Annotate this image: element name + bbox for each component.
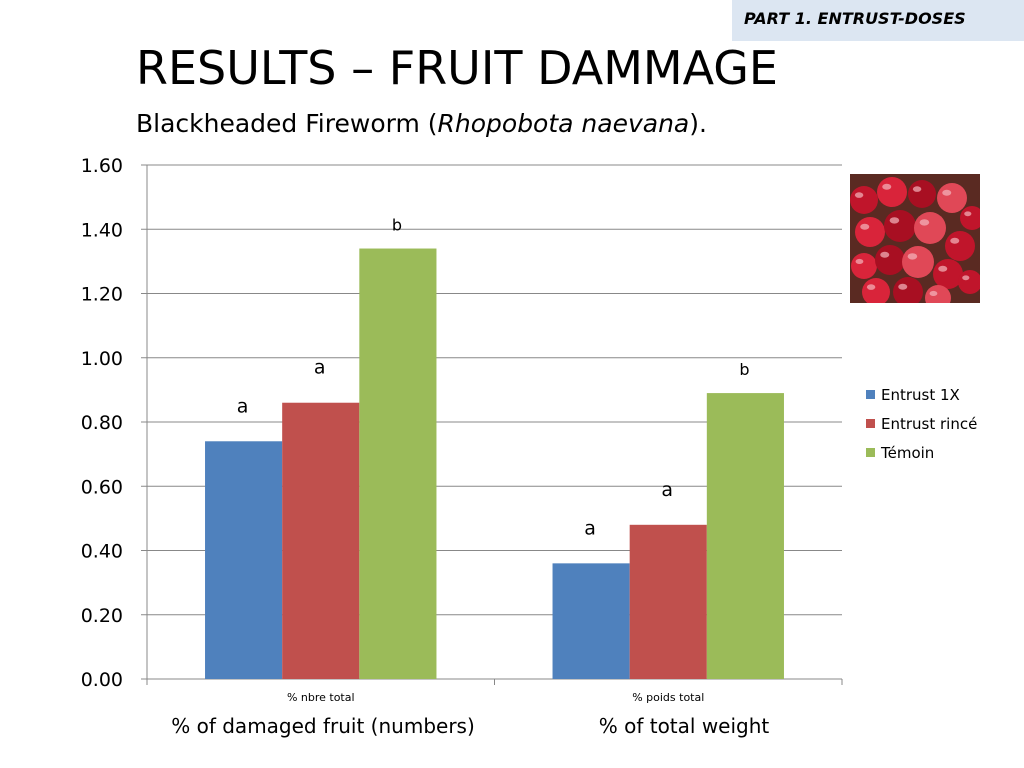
legend-swatch bbox=[866, 419, 875, 428]
cranberry-highlight bbox=[964, 211, 972, 217]
cranberry bbox=[945, 231, 975, 261]
subtitle-species: Rhopobota naevana bbox=[437, 109, 690, 138]
cranberry bbox=[960, 206, 980, 230]
bar bbox=[706, 393, 784, 679]
cranberry-highlight bbox=[882, 183, 892, 190]
y-tick-label: 1.40 bbox=[81, 219, 123, 241]
bar bbox=[282, 402, 360, 679]
y-tick-label: 1.20 bbox=[81, 284, 123, 306]
data-label: b bbox=[392, 216, 402, 235]
cranberry bbox=[875, 245, 905, 275]
legend-item: Entrust 1X bbox=[866, 380, 977, 409]
cranberry bbox=[851, 253, 877, 279]
data-label: a bbox=[584, 517, 596, 539]
legend-swatch bbox=[866, 390, 875, 399]
legend-label: Entrust 1X bbox=[881, 385, 960, 404]
y-tick-label: 1.60 bbox=[81, 155, 123, 177]
cranberry-highlight bbox=[889, 217, 900, 224]
legend-item: Entrust rincé bbox=[866, 409, 977, 438]
cranberry-highlight bbox=[855, 258, 864, 265]
cranberries-illustration bbox=[850, 177, 980, 303]
cranberry bbox=[862, 278, 890, 303]
cranberry bbox=[893, 277, 923, 303]
legend-swatch bbox=[866, 448, 875, 457]
bar bbox=[552, 563, 630, 679]
cranberry bbox=[914, 212, 946, 244]
cranberry bbox=[850, 186, 878, 214]
bar bbox=[629, 524, 707, 679]
x-tick-label: % nbre total bbox=[287, 691, 355, 704]
legend-item: Témoin bbox=[866, 438, 977, 467]
y-tick-label: 0.60 bbox=[81, 476, 123, 498]
cranberry-highlight bbox=[919, 219, 930, 226]
section-tag: PART 1. ENTRUST-DOSES bbox=[732, 0, 1024, 41]
cranberry-highlight bbox=[860, 223, 870, 230]
cranberries-photo bbox=[850, 174, 980, 303]
cranberry-highlight bbox=[907, 253, 918, 260]
cranberry bbox=[908, 180, 936, 208]
subtitle-suffix: ). bbox=[689, 109, 707, 138]
data-label: b bbox=[739, 360, 749, 379]
data-label: a bbox=[314, 357, 326, 379]
subtitle-prefix: Blackheaded Fireworm ( bbox=[136, 109, 438, 138]
legend-label: Témoin bbox=[881, 443, 935, 462]
cranberry bbox=[902, 246, 934, 278]
cranberry-highlight bbox=[854, 192, 864, 198]
cranberry bbox=[877, 177, 907, 207]
y-tick-label: 0.80 bbox=[81, 412, 123, 434]
cranberry bbox=[855, 217, 885, 247]
cranberry-highlight bbox=[898, 283, 908, 290]
bar bbox=[205, 441, 283, 679]
cranberry-highlight bbox=[929, 290, 938, 297]
data-label: a bbox=[661, 479, 673, 501]
cranberry-highlight bbox=[942, 189, 952, 196]
cranberry bbox=[925, 285, 951, 303]
bar bbox=[359, 248, 437, 679]
slide-title: RESULTS – FRUIT DAMMAGE bbox=[136, 41, 778, 95]
section-tag-text: PART 1. ENTRUST-DOSES bbox=[744, 9, 966, 28]
cranberry bbox=[884, 210, 916, 242]
slide-subtitle: Blackheaded Fireworm (Rhopobota naevana)… bbox=[136, 106, 707, 142]
legend-label: Entrust rincé bbox=[881, 414, 978, 433]
chart-legend: Entrust 1X Entrust rincé Témoin bbox=[866, 380, 977, 467]
cranberry bbox=[937, 183, 967, 213]
bottom-label-numbers: % of damaged fruit (numbers) bbox=[171, 714, 475, 738]
y-tick-label: 0.40 bbox=[81, 541, 123, 563]
cranberry-highlight bbox=[962, 275, 970, 281]
data-label: a bbox=[237, 395, 249, 417]
y-tick-label: 0.20 bbox=[81, 605, 123, 627]
y-tick-label: 0.00 bbox=[81, 669, 123, 691]
y-tick-label: 1.00 bbox=[81, 348, 123, 370]
cranberry-highlight bbox=[938, 265, 948, 272]
cranberry-highlight bbox=[866, 284, 876, 290]
bottom-label-weight: % of total weight bbox=[598, 714, 770, 738]
cranberry-highlight bbox=[880, 251, 890, 258]
cranberry-highlight bbox=[912, 186, 922, 192]
x-tick-label: % poids total bbox=[632, 691, 704, 704]
cranberry-highlight bbox=[950, 237, 960, 244]
